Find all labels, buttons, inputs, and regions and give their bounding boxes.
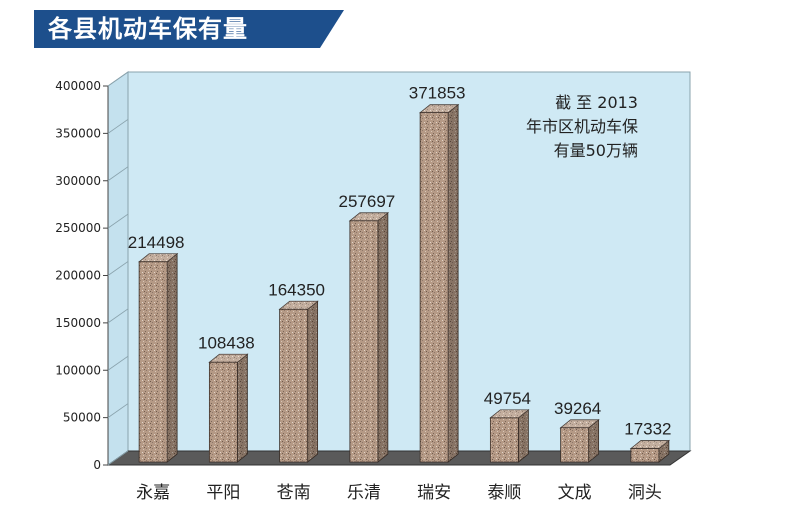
bar — [278, 300, 319, 463]
bar-data-label: 39264 — [554, 399, 601, 418]
y-tick-label: 350000 — [55, 126, 101, 140]
category-label: 泰顺 — [487, 483, 521, 503]
category-label: 乐清 — [347, 483, 381, 503]
y-tick-label: 50000 — [63, 411, 101, 425]
bar-top-highlight — [630, 440, 669, 449]
y-tick-label: 150000 — [55, 316, 101, 330]
y-tick-depth — [107, 213, 129, 229]
y-tick-depth — [107, 308, 129, 324]
category-label: 洞头 — [628, 483, 662, 503]
y-tick-depth — [107, 71, 129, 87]
bar-side-shade — [237, 354, 248, 462]
y-tick-depth — [107, 403, 129, 418]
y-tick-depth — [107, 355, 129, 371]
bar-top-highlight — [420, 104, 459, 113]
bar-data-label: 214498 — [128, 233, 185, 252]
bar-side-shade — [307, 301, 318, 462]
bar-front — [630, 448, 660, 463]
bar-side-shade — [167, 253, 178, 462]
bar-data-label: 164350 — [268, 280, 325, 299]
bar-side-shade — [658, 440, 669, 462]
bar-data-label: 257697 — [339, 192, 396, 211]
bar-top-highlight — [349, 212, 388, 221]
category-label: 永嘉 — [136, 483, 170, 503]
y-tick-label: 0 — [93, 458, 101, 472]
y-tick-depth — [107, 261, 129, 276]
bar-data-label: 17332 — [624, 420, 671, 439]
y-tick-label: 200000 — [55, 269, 101, 283]
bar — [348, 211, 390, 463]
bar-side-shade — [377, 212, 388, 462]
y-tick-label: 400000 — [55, 79, 101, 93]
plot-floor — [106, 450, 692, 466]
bar — [629, 439, 671, 463]
bar-data-label: 49754 — [484, 389, 531, 408]
bar-front — [349, 220, 379, 463]
bar — [418, 103, 460, 463]
bar — [208, 353, 249, 463]
bar-top-highlight — [139, 253, 178, 262]
title-banner: 各县机动车保有量 — [34, 10, 344, 48]
bar-top-highlight — [560, 419, 599, 428]
bar-side-shade — [448, 104, 459, 462]
bar-front — [560, 427, 590, 463]
annotation-line: 年市区机动车保 — [526, 117, 638, 136]
bar-top-highlight — [490, 409, 529, 418]
bar-front — [489, 417, 519, 463]
bar-front — [419, 112, 449, 463]
bar — [137, 252, 179, 463]
bar-top-highlight — [209, 354, 248, 363]
bar — [489, 409, 530, 463]
bar-side-shade — [588, 419, 599, 462]
chart-title: 各县机动车保有量 — [48, 15, 248, 43]
bar-front — [279, 308, 309, 463]
bar-top-highlight — [279, 301, 318, 310]
category-label: 苍南 — [277, 483, 311, 503]
bar-side-shade — [518, 409, 529, 462]
y-tick-label: 100000 — [55, 363, 101, 377]
y-tick-label: 300000 — [55, 174, 101, 188]
bar-data-label: 108438 — [198, 333, 255, 352]
annotation-text: 截 至 2013 年市区机动车保有量50万辆 — [526, 93, 638, 160]
bar-data-label: 371853 — [409, 84, 466, 103]
category-label: 平阳 — [206, 483, 240, 503]
category-label: 瑞安 — [417, 483, 451, 503]
y-tick-depth — [107, 450, 129, 466]
title-banner-shape — [34, 10, 344, 48]
category-label: 文成 — [558, 483, 592, 503]
bar-front — [138, 261, 168, 463]
y-tick-depth — [107, 166, 129, 182]
annotation-line: 截 至 2013 — [555, 93, 638, 112]
y-tick-label: 250000 — [55, 221, 101, 235]
bar — [559, 418, 600, 463]
annotation-line: 有量50万辆 — [554, 141, 638, 160]
bar-front — [208, 361, 238, 463]
y-tick-depth — [107, 119, 129, 134]
